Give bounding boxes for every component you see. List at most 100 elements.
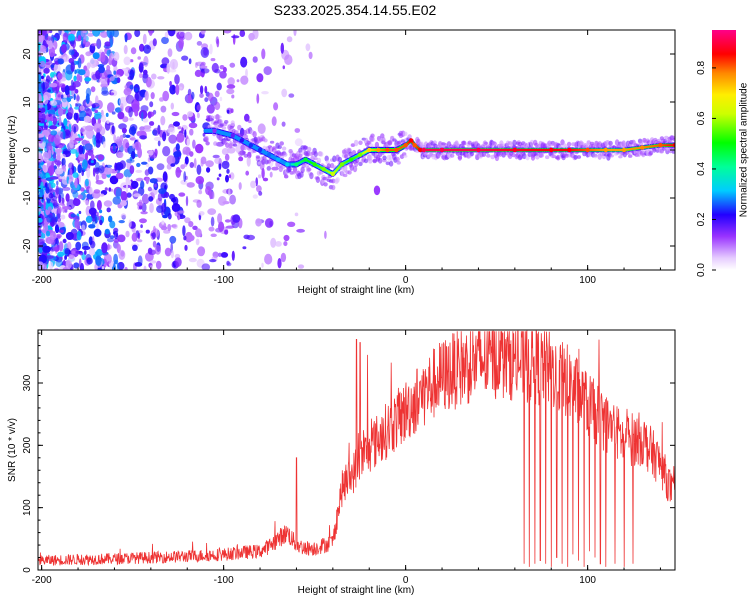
noise-blob: [217, 213, 223, 224]
ridge-halo: [672, 137, 675, 142]
noise-blob: [72, 191, 79, 199]
noise-blob: [42, 245, 51, 253]
ridge-point: [285, 162, 290, 167]
ridge-halo: [219, 123, 224, 127]
noise-blob: [61, 186, 71, 191]
noise-blob: [59, 83, 66, 88]
noise-blob: [219, 71, 227, 79]
noise-blob: [120, 213, 127, 219]
noise-blob: [196, 41, 203, 46]
noise-blob: [225, 174, 229, 183]
noise-blob: [104, 187, 108, 191]
noise-blob: [106, 64, 111, 72]
noise-blob: [101, 266, 105, 270]
y-tick-label: 0: [22, 567, 33, 573]
noise-blob: [170, 249, 174, 259]
ridge-halo: [512, 139, 517, 146]
noise-blob: [144, 90, 149, 101]
noise-blob: [101, 173, 107, 179]
noise-blob: [79, 251, 84, 256]
noise-blob: [145, 177, 149, 185]
noise-blob: [218, 221, 225, 232]
noise-blob: [62, 206, 72, 210]
noise-blob: [64, 248, 71, 255]
noise-blob: [86, 167, 91, 179]
ridge-halo: [545, 155, 550, 160]
noise-blob: [214, 69, 221, 74]
ridge-halo: [238, 151, 243, 157]
noise-blob: [226, 168, 230, 174]
noise-blob: [143, 125, 152, 130]
noise-blob: [38, 254, 47, 264]
noise-blob: [142, 118, 149, 123]
ridge-halo: [367, 140, 372, 145]
noise-blob: [229, 62, 236, 68]
noise-blob: [99, 209, 103, 214]
noise-blob: [53, 134, 61, 145]
ridge-halo: [298, 153, 303, 158]
noise-blob: [156, 163, 165, 171]
noise-blob: [112, 143, 116, 152]
noise-blob: [200, 68, 210, 74]
noise-blob: [62, 238, 67, 244]
noise-blob: [140, 224, 143, 229]
noise-blob: [45, 172, 50, 179]
noise-blob: [206, 104, 215, 114]
noise-blob: [240, 56, 248, 68]
noise-blob: [228, 188, 231, 197]
noise-blob: [108, 187, 112, 192]
noise-blob: [123, 44, 128, 55]
ridge-halo: [307, 167, 312, 172]
noise-blob: [38, 261, 45, 270]
spectrogram-x-ticks: -200 -100 0 100: [32, 30, 661, 286]
noise-blob: [202, 132, 206, 137]
ridge-halo: [535, 155, 540, 160]
noise-blob: [39, 60, 46, 68]
noise-blob: [224, 153, 230, 161]
noise-blob: [105, 112, 109, 117]
noise-blob: [141, 161, 148, 165]
ridge-halo: [284, 175, 289, 179]
ridge-halo: [608, 140, 613, 146]
noise-blob: [200, 159, 204, 167]
noise-blob: [128, 117, 134, 121]
ridge-halo: [467, 140, 472, 145]
noise-blob: [125, 142, 130, 149]
ridge-point: [439, 147, 445, 153]
noise-blob: [58, 30, 62, 36]
colorbar: 0.0 0.2 0.4 0.6 0.8 Normalized spectral ampl…: [696, 30, 750, 277]
noise-blob: [184, 244, 188, 251]
noise-blob: [77, 34, 82, 42]
noise-blob: [59, 229, 64, 233]
ridge-halo: [303, 145, 309, 150]
noise-blob: [45, 255, 54, 259]
noise-blob: [125, 230, 130, 238]
ridge-halo: [395, 156, 400, 162]
ridge-halo: [573, 154, 578, 160]
noise-blob: [142, 33, 147, 45]
noise-blob: [147, 247, 153, 255]
noise-blob: [168, 134, 177, 144]
noise-blob: [38, 93, 42, 105]
noise-blob: [124, 266, 128, 270]
noise-blob: [62, 148, 71, 154]
noise-blob: [170, 163, 176, 167]
noise-blob: [92, 52, 100, 60]
noise-blob: [256, 73, 264, 83]
ridge-halo: [566, 141, 572, 147]
noise-blob: [239, 30, 246, 37]
noise-blob: [100, 31, 108, 38]
ridge-halo: [290, 157, 295, 162]
noise-blob: [136, 162, 141, 168]
noise-blob: [109, 235, 115, 239]
ridge-halo: [396, 161, 401, 165]
ridge-halo: [279, 154, 285, 160]
noise-blob: [161, 57, 170, 66]
spectrogram-plot-area: [38, 30, 675, 270]
noise-blob: [226, 84, 236, 89]
noise-blob: [68, 253, 75, 259]
noise-blob: [269, 220, 273, 227]
noise-blob: [129, 84, 134, 90]
noise-blob: [198, 189, 203, 195]
noise-blob: [160, 225, 168, 231]
